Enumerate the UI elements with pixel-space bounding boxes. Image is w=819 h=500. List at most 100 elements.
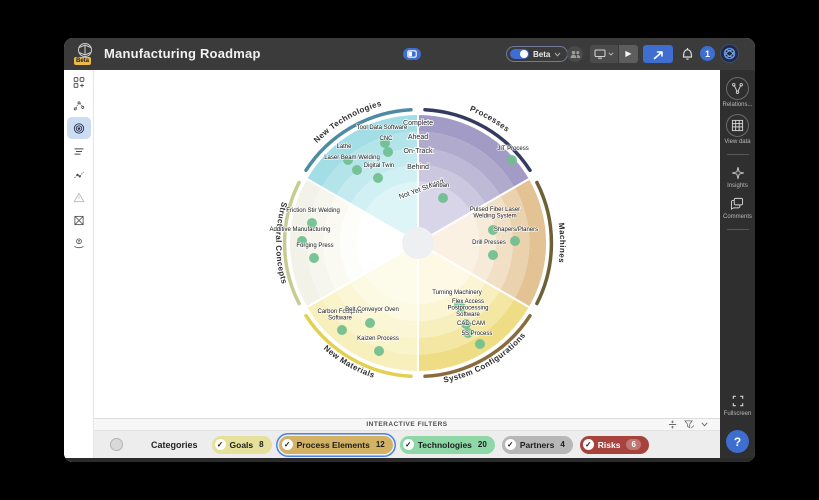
fullscreen-button[interactable]: Fullscreen: [724, 392, 751, 417]
risk-triangle-icon[interactable]: [67, 186, 91, 208]
data-point-label: Carbon Footprint Software: [317, 309, 362, 321]
sector-structural-concepts[interactable]: Structural Concepts: [274, 172, 418, 314]
data-point-label: Kanban: [429, 183, 450, 189]
environment-toggle[interactable]: Beta: [506, 46, 569, 62]
data-point[interactable]: [461, 319, 471, 329]
chevron-down-icon[interactable]: [701, 422, 708, 427]
data-point[interactable]: [463, 328, 473, 338]
data-point[interactable]: [352, 165, 362, 175]
share-button[interactable]: [643, 45, 673, 63]
presentation-controls: ▶: [590, 45, 638, 63]
clear-filters-icon[interactable]: [684, 420, 694, 429]
mode-pill-button[interactable]: [403, 48, 421, 60]
filter-chip-partners[interactable]: ✓ Partners 4: [501, 435, 573, 454]
notification-count-badge[interactable]: 1: [700, 46, 715, 61]
ring-label: On-Track: [404, 148, 433, 155]
play-button[interactable]: ▶: [619, 45, 638, 63]
category-color-dot[interactable]: [110, 438, 123, 451]
data-point[interactable]: [297, 236, 307, 246]
data-point-label: Lathe: [336, 144, 352, 150]
categories-label: Categories: [151, 439, 198, 450]
left-toolbar: [64, 70, 94, 462]
data-point-label: Kaizen Process: [357, 336, 399, 342]
filter-chip-risks[interactable]: ✓ Risks 6: [579, 435, 649, 454]
share-icon: [653, 50, 663, 59]
notifications-button[interactable]: [679, 46, 695, 62]
filter-chip-technologies[interactable]: ✓ Technologies 20: [399, 435, 495, 454]
data-point[interactable]: [510, 236, 520, 246]
data-point[interactable]: [373, 173, 383, 183]
data-point[interactable]: [343, 155, 353, 165]
collaborators-button[interactable]: [567, 46, 583, 62]
data-point[interactable]: [383, 147, 393, 157]
ring-label: Behind: [407, 164, 429, 171]
data-point-label: 5S Process: [462, 331, 493, 337]
check-icon: ✓: [504, 439, 516, 450]
table-icon: [726, 114, 749, 137]
screen-share-button[interactable]: [590, 45, 618, 63]
help-button[interactable]: ?: [726, 430, 749, 453]
collapse-panel-icon[interactable]: [668, 420, 677, 429]
data-point-label: CAD-CAM: [457, 321, 485, 327]
flow-map-icon[interactable]: [67, 94, 91, 116]
data-point[interactable]: [475, 339, 485, 349]
data-point-label: Drill Presses: [472, 240, 506, 246]
chevron-down-icon: [608, 52, 614, 56]
data-point[interactable]: [488, 225, 498, 235]
data-point[interactable]: [374, 346, 384, 356]
filter-rows-icon[interactable]: [67, 140, 91, 162]
data-point-label: Additive Manufacturing: [269, 227, 330, 233]
data-point-label: Digital Twin: [364, 163, 395, 169]
data-point[interactable]: [365, 318, 375, 328]
data-point-label: Forging Press: [296, 243, 333, 249]
data-point-label: Flex Access Postprocessing Software: [447, 299, 488, 318]
interactive-filters-bar: INTERACTIVE FILTERS: [94, 418, 720, 431]
sector-machines[interactable]: Machines: [418, 172, 567, 314]
data-point-label: Belt Conveyor Oven: [345, 307, 399, 313]
data-point[interactable]: [337, 325, 347, 335]
data-point[interactable]: [380, 138, 390, 148]
avatar[interactable]: [720, 44, 739, 63]
filter-chip-process-elements[interactable]: ✓ Process Elements 12: [278, 435, 393, 454]
funding-hand-icon[interactable]: [67, 232, 91, 254]
page-title: Manufacturing Roadmap: [104, 46, 261, 61]
data-point[interactable]: [488, 250, 498, 260]
check-icon: ✓: [402, 439, 414, 450]
filters-title: INTERACTIVE FILTERS: [366, 421, 448, 428]
view-data-button[interactable]: View data: [724, 114, 751, 145]
environment-label: Beta: [533, 49, 551, 59]
logo-beta-badge: Beta: [74, 57, 92, 65]
check-icon: ✓: [214, 439, 226, 450]
data-point[interactable]: [456, 302, 466, 312]
divider: [726, 154, 749, 155]
comments-icon: [726, 195, 749, 212]
data-point[interactable]: [309, 253, 319, 263]
logo-icon: [74, 42, 96, 63]
fullscreen-icon: [726, 392, 749, 409]
data-point[interactable]: [307, 218, 317, 228]
people-icon: [570, 50, 580, 58]
selection-box-icon[interactable]: [67, 209, 91, 231]
window-bottom-edge: [64, 458, 755, 462]
roadmap-canvas: New Technologies Processes Machines System …: [94, 70, 720, 418]
app-header: Beta Manufacturing Roadmap Beta: [64, 38, 755, 70]
bell-icon: [682, 48, 692, 60]
insights-button[interactable]: Insights: [726, 164, 749, 189]
layout-add-icon[interactable]: [67, 71, 91, 93]
sector-system-configurations[interactable]: System Configurations: [418, 243, 541, 385]
check-icon: ✓: [281, 439, 293, 450]
right-toolbar: Relations... View data Insights: [720, 70, 755, 462]
data-point-label: Shapers/Planers: [494, 227, 538, 233]
toggle-switch[interactable]: [510, 49, 529, 59]
trend-chart-icon[interactable]: [67, 163, 91, 185]
radial-roadmap-icon[interactable]: [66, 117, 91, 139]
comments-button[interactable]: Comments: [723, 195, 752, 220]
roadmap-chart[interactable]: New TechnologiesProcessesMachinesSystem …: [94, 70, 720, 418]
check-icon: ✓: [582, 439, 594, 450]
sparkle-icon: [726, 164, 749, 181]
data-point-label: CNC: [380, 136, 394, 142]
data-point[interactable]: [438, 193, 448, 203]
filter-chip-goals[interactable]: ✓ Goals 8: [211, 435, 272, 454]
relations-button[interactable]: Relations...: [722, 77, 753, 108]
data-point[interactable]: [507, 155, 517, 165]
